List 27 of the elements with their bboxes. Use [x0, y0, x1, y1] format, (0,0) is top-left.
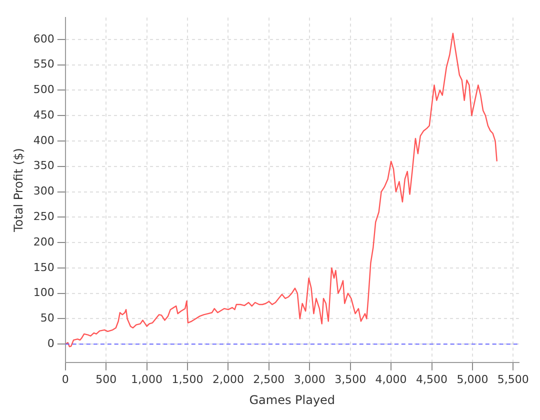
x-tick-label: 1,000 [131, 372, 163, 386]
y-tick-label: 400 [33, 134, 54, 147]
x-axis-title: Games Played [249, 392, 336, 407]
y-tick-label: 0 [47, 336, 54, 350]
y-axis-title: Total Profit ($) [11, 148, 26, 233]
x-tick-label: 5,500 [497, 372, 529, 386]
x-tick-label: 500 [96, 372, 117, 386]
y-tick-label: 350 [33, 159, 54, 172]
x-tick-label: 3,000 [294, 372, 326, 386]
x-tick-label: 4,500 [416, 372, 448, 386]
x-tick-label: 2,000 [212, 372, 244, 386]
y-tick-label: 50 [40, 312, 54, 325]
y-tick-label: 150 [33, 260, 54, 274]
y-tick-label: 600 [33, 32, 54, 46]
x-tick-label: 3,500 [334, 372, 366, 386]
x-tick-label: 4,000 [375, 372, 407, 386]
y-tick-label: 250 [33, 210, 54, 224]
x-tick-label: 0 [62, 372, 69, 386]
y-tick-label: 100 [33, 286, 54, 300]
x-tick-label: 5,000 [456, 372, 488, 386]
x-tick-label: 2,500 [253, 372, 285, 386]
y-tick-label: 450 [33, 108, 54, 122]
y-tick-label: 200 [33, 235, 54, 248]
y-tick-label: 550 [33, 58, 54, 71]
y-tick-label: 500 [33, 83, 54, 96]
y-tick-label: 300 [33, 184, 54, 198]
x-tick-label: 1,500 [172, 372, 204, 386]
